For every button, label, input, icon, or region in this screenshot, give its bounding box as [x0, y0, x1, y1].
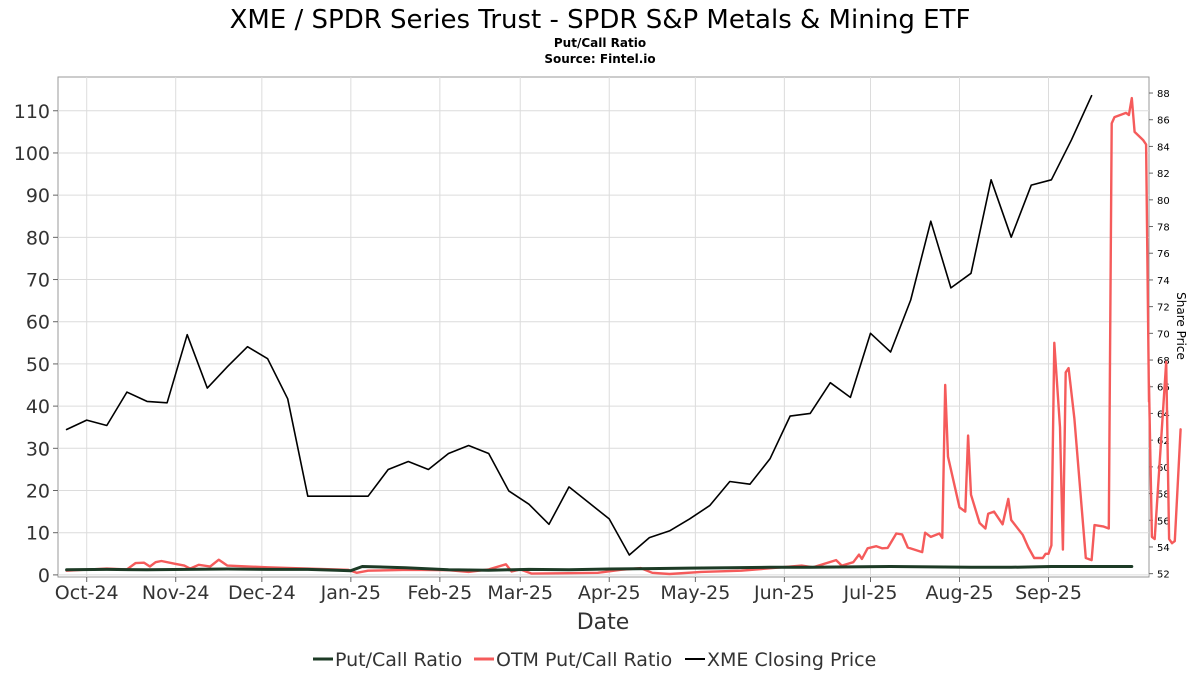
- right-tick-label: 88: [1157, 89, 1170, 100]
- x-tick-label: Jan-25: [320, 582, 381, 604]
- legend-label-otm-put-call: OTM Put/Call Ratio: [496, 649, 672, 671]
- left-tick-label: 80: [26, 227, 50, 249]
- x-tick-label: Sep-25: [1015, 582, 1082, 604]
- x-tick-label: Apr-25: [578, 582, 641, 604]
- right-tick-label: 70: [1157, 329, 1170, 340]
- chart-title: XME / SPDR Series Trust - SPDR S&P Metal…: [230, 5, 971, 35]
- legend: Put/Call Ratio OTM Put/Call Ratio XME Cl…: [313, 649, 876, 671]
- right-tick-label: 56: [1157, 516, 1170, 527]
- right-tick-label: 54: [1157, 543, 1170, 554]
- x-tick-label: May-25: [660, 582, 730, 604]
- left-tick-label: 20: [26, 481, 50, 503]
- x-tick-label: Nov-24: [142, 582, 210, 604]
- right-axis-title: Share Price: [1174, 292, 1188, 360]
- right-tick-label: 58: [1157, 490, 1170, 501]
- left-tick-label: 50: [26, 354, 50, 376]
- right-tick-label: 76: [1157, 249, 1170, 260]
- x-tick-label: Jul-25: [843, 582, 898, 604]
- chart-subtitle: Put/Call Ratio: [554, 36, 646, 50]
- right-tick-label: 82: [1157, 169, 1170, 180]
- x-axis-title: Date: [577, 610, 630, 635]
- legend-label-closing-price: XME Closing Price: [707, 649, 876, 671]
- right-tick-label: 52: [1157, 570, 1170, 581]
- series-lines: [65, 94, 1182, 576]
- x-tick-label: Oct-24: [55, 582, 119, 604]
- left-tick-label: 60: [26, 312, 50, 334]
- right-tick-label: 78: [1157, 223, 1170, 234]
- series-line-put-call: [65, 565, 1134, 573]
- left-axis: 0 10 20 30 40 50 60 70 80 90 100 110: [14, 101, 58, 587]
- left-tick-label: 30: [26, 438, 50, 460]
- left-tick-label: 90: [26, 185, 50, 207]
- chart-source: Source: Fintel.io: [544, 52, 655, 66]
- right-tick-label: 62: [1157, 436, 1170, 447]
- right-tick-label: 84: [1157, 142, 1170, 153]
- right-tick-label: 60: [1157, 463, 1170, 474]
- x-tick-label: Jun-25: [753, 582, 815, 604]
- grid-lines: [58, 77, 1149, 577]
- left-tick-label: 110: [14, 101, 50, 123]
- right-tick-label: 74: [1157, 276, 1170, 287]
- legend-label-put-call: Put/Call Ratio: [335, 649, 462, 671]
- plot-area: [57, 76, 1150, 578]
- left-tick-label: 10: [26, 523, 50, 545]
- x-tick-label: Feb-25: [408, 582, 473, 604]
- right-tick-label: 80: [1157, 196, 1170, 207]
- series-line-closing-price: [65, 94, 1093, 556]
- left-tick-label: 70: [26, 270, 50, 292]
- right-tick-label: 72: [1157, 303, 1170, 314]
- x-tick-label: Dec-24: [228, 582, 296, 604]
- left-tick-label: 40: [26, 396, 50, 418]
- x-tick-label: Mar-25: [487, 582, 553, 604]
- right-tick-label: 86: [1157, 116, 1170, 127]
- left-tick-label: 100: [14, 143, 50, 165]
- right-tick-label: 68: [1157, 356, 1170, 367]
- left-tick-label: 0: [38, 565, 50, 587]
- x-tick-label: Aug-25: [925, 582, 993, 604]
- x-axis: Oct-24 Nov-24 Dec-24 Jan-25 Feb-25 Mar-25 Apr-…: [55, 577, 1082, 604]
